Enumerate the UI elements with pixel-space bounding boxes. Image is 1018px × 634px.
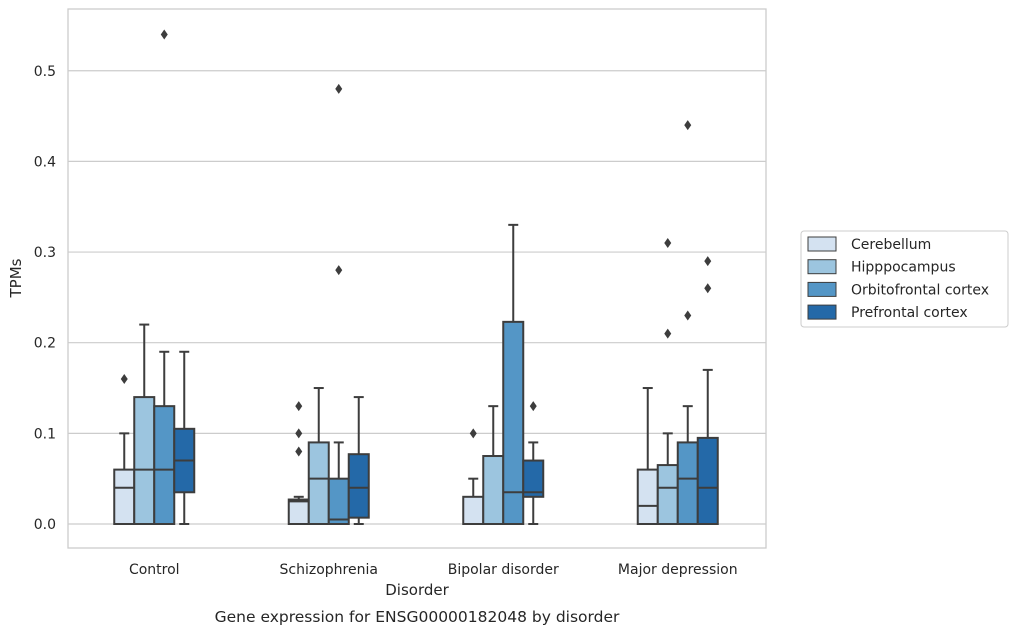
box bbox=[347, 453, 370, 519]
box bbox=[696, 436, 719, 526]
outlier-marker bbox=[704, 283, 712, 294]
box bbox=[482, 455, 505, 526]
legend-label: Hipppocampus bbox=[851, 260, 956, 276]
y-tick-label: 0.2 bbox=[34, 336, 56, 352]
box-plot bbox=[696, 256, 719, 526]
outlier-marker bbox=[664, 237, 672, 248]
legend-swatch bbox=[807, 281, 837, 297]
outlier-marker bbox=[684, 310, 692, 321]
outlier-marker bbox=[295, 428, 303, 439]
y-tick-label: 0.1 bbox=[34, 426, 56, 442]
y-tick-label: 0.4 bbox=[34, 154, 56, 170]
x-axis-label: Disorder bbox=[385, 581, 449, 599]
box bbox=[522, 459, 545, 498]
box-group bbox=[287, 83, 370, 526]
box bbox=[133, 396, 156, 525]
outlier-marker bbox=[469, 428, 477, 439]
y-tick-label: 0.0 bbox=[34, 517, 56, 533]
y-tick-label: 0.5 bbox=[34, 64, 56, 80]
legend-swatch bbox=[807, 259, 837, 275]
box-group bbox=[462, 223, 545, 526]
box-plot bbox=[502, 223, 525, 525]
box bbox=[656, 464, 679, 526]
x-tick-label: Schizophrenia bbox=[280, 562, 378, 578]
x-tick-label: Control bbox=[129, 562, 180, 578]
legend-label: Cerebellum bbox=[851, 237, 931, 253]
x-tick-label: Bipolar disorder bbox=[448, 562, 559, 578]
box bbox=[636, 468, 659, 525]
y-tick-labels: 0.0 0.1 0.2 0.3 0.4 0.5 bbox=[34, 64, 56, 533]
box-groups bbox=[113, 29, 719, 526]
box-plot bbox=[307, 387, 330, 526]
outlier-marker bbox=[120, 373, 128, 384]
box-group bbox=[113, 29, 196, 525]
outlier-marker bbox=[335, 83, 343, 94]
box bbox=[327, 477, 350, 525]
box-plot bbox=[173, 350, 196, 525]
outlier-marker bbox=[684, 120, 692, 131]
box-plot bbox=[347, 396, 370, 525]
x-tick-labels: Control Schizophrenia Bipolar disorder Majo… bbox=[129, 562, 738, 578]
x-tick-label: Major depression bbox=[618, 562, 738, 578]
legend-frame bbox=[800, 230, 1009, 328]
y-axis-label: TPMs bbox=[7, 258, 25, 298]
box bbox=[462, 495, 485, 525]
legend-swatch bbox=[807, 304, 837, 320]
outlier-marker bbox=[529, 401, 537, 412]
outlier-marker bbox=[335, 265, 343, 276]
box bbox=[153, 405, 176, 525]
plot-frame bbox=[67, 8, 767, 549]
box bbox=[502, 320, 525, 525]
box bbox=[113, 468, 136, 525]
box-plot bbox=[153, 29, 176, 525]
box bbox=[307, 441, 330, 526]
legend-label: Orbitofrontal cortex bbox=[851, 282, 989, 298]
box-plot bbox=[113, 373, 136, 525]
box bbox=[676, 441, 699, 526]
outlier-marker bbox=[295, 446, 303, 457]
y-tick-label: 0.3 bbox=[34, 245, 56, 261]
box-plot bbox=[522, 401, 545, 525]
legend-swatch bbox=[807, 236, 837, 252]
outlier-marker bbox=[664, 328, 672, 339]
outlier-marker bbox=[295, 401, 303, 412]
box-plot bbox=[636, 387, 659, 525]
outlier-marker bbox=[704, 256, 712, 267]
legend-label: Prefrontal cortex bbox=[851, 305, 968, 321]
legend: Cerebellum Hipppocampus Orbitofrontal cort… bbox=[800, 230, 1009, 328]
box-group bbox=[636, 120, 719, 526]
figure-caption: Gene expression for ENSG00000182048 by d… bbox=[215, 608, 620, 626]
outlier-marker bbox=[160, 29, 168, 40]
box bbox=[287, 498, 310, 526]
